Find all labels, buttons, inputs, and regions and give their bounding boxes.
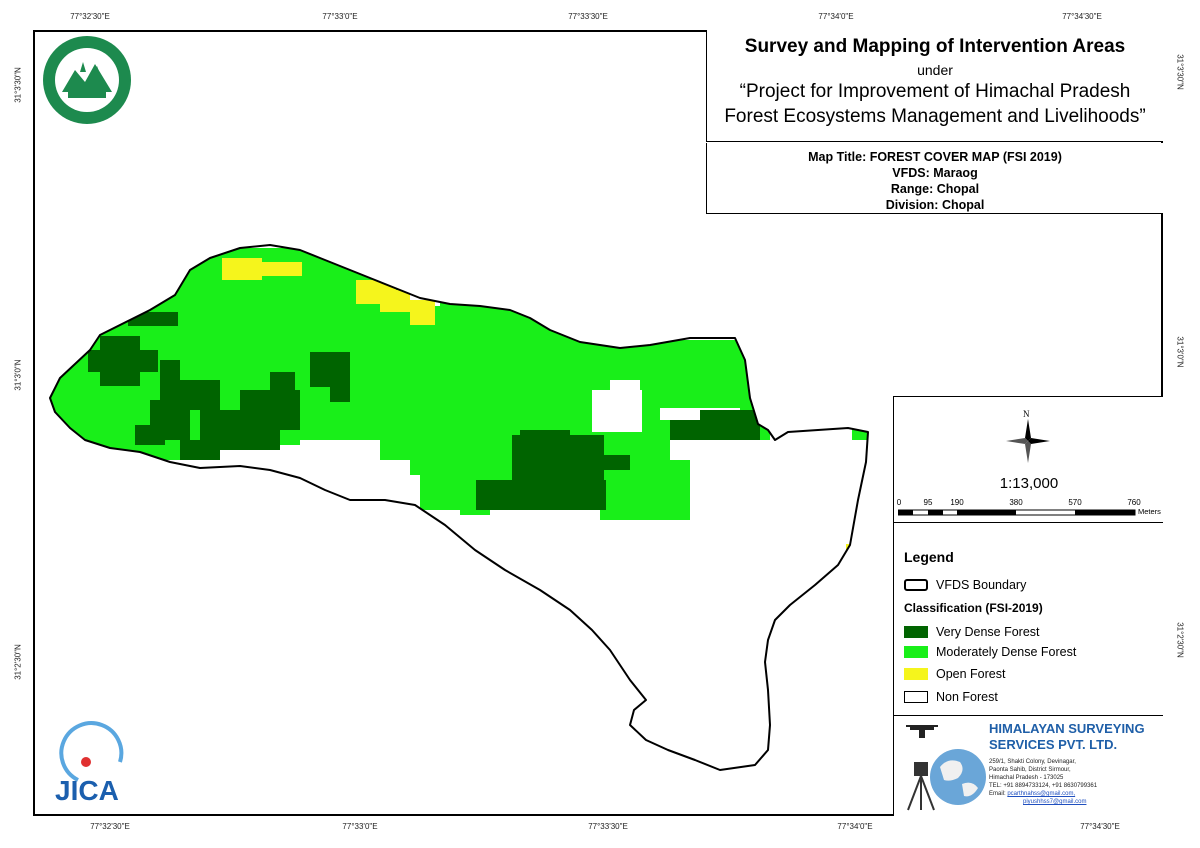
grid-label-left-3: 31°2'30"N — [13, 644, 23, 680]
open-forest-cover — [222, 258, 854, 552]
range-name: Range: Chopal — [890, 182, 980, 196]
company-address: 259/1, Shakti Colony, Devinagar, Paonta … — [989, 758, 1097, 806]
legend-item-moderately-dense: Moderately Dense Forest — [904, 645, 1076, 659]
scale-label-0: 0 — [896, 498, 902, 507]
scale-label-760: 760 — [1127, 498, 1141, 507]
project-line-2: Forest Ecosystems Management and Livelih… — [724, 106, 1146, 127]
scale-unit: Meters — [1138, 507, 1161, 516]
north-arrow-icon — [1006, 419, 1050, 463]
legend-block: Legend VFDS Boundary Classification (FSI… — [893, 522, 1163, 715]
legend-label-boundary: VFDS Boundary — [936, 578, 1027, 592]
scale-bar — [898, 509, 1136, 516]
scale-label-95: 95 — [923, 498, 933, 507]
company-telephone: TEL: +91 8894733124, +91 8630799361 — [989, 783, 1098, 789]
boundary-swatch — [904, 579, 928, 591]
company-name-line-1: HIMALAYAN SURVEYING — [989, 721, 1145, 736]
grid-label-left-2: 31°3'0"N — [13, 359, 23, 391]
scale-ratio: 1:13,000 — [999, 475, 1059, 492]
map-title: Map Title: FOREST COVER MAP (FSI 2019) — [808, 150, 1062, 164]
grid-label-bottom-3: 77°33'30"E — [588, 822, 628, 831]
legend-item-boundary: VFDS Boundary — [904, 578, 1026, 592]
grid-label-right-2: 31°3'0"N — [1175, 336, 1185, 368]
grid-label-right-1: 31°3'30"N — [1175, 54, 1185, 90]
company-block: HIMALAYAN SURVEYING SERVICES PVT. LTD. 2… — [893, 715, 1163, 816]
grid-label-top-5: 77°34'30"E — [1062, 12, 1102, 21]
very-dense-forest-cover — [88, 312, 760, 510]
forest-department-seal-logo — [43, 36, 131, 124]
grid-label-top-4: 77°34'0"E — [818, 12, 854, 21]
legend-label-non-forest: Non Forest — [936, 690, 998, 704]
company-name: HIMALAYAN SURVEYING SERVICES PVT. LTD. — [989, 721, 1145, 753]
very-dense-swatch — [904, 626, 928, 638]
company-email-row-2: piyushhss7@gmail.com — [989, 798, 1097, 806]
division-name: Division: Chopal — [885, 198, 985, 212]
vfds-boundary — [49, 244, 869, 771]
company-name-line-2: SERVICES PVT. LTD. — [989, 737, 1118, 752]
grid-label-bottom-2: 77°33'0"E — [342, 822, 378, 831]
grid-label-bottom-1: 77°32'30"E — [90, 822, 130, 831]
surveying-company-logo — [906, 725, 986, 811]
legend-label-open: Open Forest — [936, 667, 1006, 681]
address-line-1: 259/1, Shakti Colony, Devinagar, — [989, 759, 1076, 765]
title-main: Survey and Mapping of Intervention Areas — [744, 36, 1126, 57]
grid-label-left-1: 31°3'30"N — [13, 67, 23, 103]
scale-label-570: 570 — [1068, 498, 1082, 507]
map-info-block: Map Title: FOREST COVER MAP (FSI 2019) V… — [706, 143, 1163, 214]
scale-label-380: 380 — [1009, 498, 1023, 507]
jica-logo: JICA — [55, 721, 124, 806]
email-link-2[interactable]: piyushhss7@gmail.com — [1023, 799, 1087, 805]
moderately-dense-swatch — [904, 646, 928, 658]
legend-item-open: Open Forest — [904, 667, 1005, 681]
north-label: N — [1023, 409, 1030, 419]
scale-label-190: 190 — [950, 498, 964, 507]
email-label: Email: — [989, 791, 1006, 797]
classification-title: Classification (FSI-2019) — [904, 601, 1043, 615]
open-forest-swatch — [904, 668, 928, 680]
vfds-name: VFDS: Maraog — [892, 166, 978, 180]
project-line-1: “Project for Improvement of Himachal Pra… — [739, 81, 1131, 102]
non-forest-swatch — [904, 691, 928, 703]
legend-title: Legend — [904, 549, 954, 565]
scale-block: N 1:13,000 0 95 190 380 570 760 Meters — [893, 396, 1163, 522]
grid-label-top-2: 77°33'0"E — [322, 12, 358, 21]
svg-text:JICA: JICA — [55, 775, 119, 806]
grid-label-bottom-4: 77°34'0"E — [837, 822, 873, 831]
map-canvas: JICA — [43, 36, 869, 806]
legend-label-moderately-dense: Moderately Dense Forest — [936, 645, 1077, 659]
legend-item-very-dense: Very Dense Forest — [904, 625, 1040, 639]
grid-label-bottom-5: 77°34'30"E — [1080, 822, 1120, 831]
email-link-1[interactable]: pcarthnahss@gmail.com, — [1007, 791, 1076, 797]
legend-item-non-forest: Non Forest — [904, 690, 998, 704]
address-line-2: Paonta Sahib, District Sirmour, — [989, 767, 1071, 773]
grid-label-top-3: 77°33'30"E — [568, 12, 608, 21]
address-line-3: Himachal Pradesh - 173025 — [989, 775, 1064, 781]
legend-label-very-dense: Very Dense Forest — [936, 625, 1040, 639]
title-under: under — [917, 62, 953, 78]
title-block: Survey and Mapping of Intervention Areas… — [706, 30, 1163, 142]
grid-label-top-1: 77°32'30"E — [70, 12, 110, 21]
company-email-row: Email: pcarthnahss@gmail.com, — [989, 790, 1097, 798]
grid-label-right-3: 31°2'30"N — [1175, 622, 1185, 658]
